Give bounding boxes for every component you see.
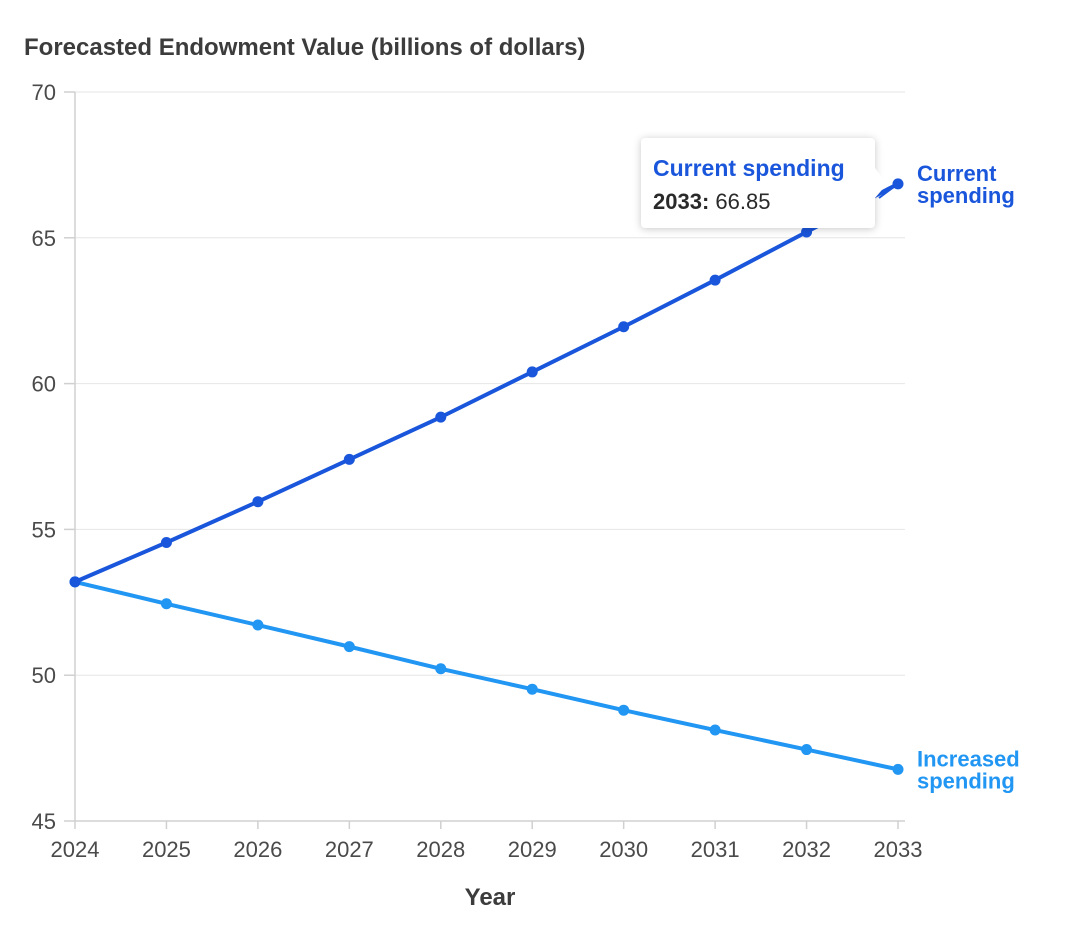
current-spending-point[interactable] <box>801 226 813 238</box>
y-tick-label: 55 <box>32 517 56 542</box>
increased-spending-point[interactable] <box>343 641 355 653</box>
y-tick-label: 50 <box>32 663 56 688</box>
current-spending-point[interactable] <box>435 411 447 423</box>
x-tick-label: 2033 <box>874 837 923 862</box>
tooltip-connector <box>878 183 899 199</box>
x-tick-label: 2025 <box>142 837 191 862</box>
current-spending-line <box>73 181 900 584</box>
current-spending-point[interactable] <box>709 274 721 286</box>
current-spending-point[interactable] <box>526 366 538 378</box>
increased-spending-point[interactable] <box>709 724 721 736</box>
current-spending-label: Current spending <box>917 161 1015 208</box>
current-spending-point[interactable] <box>69 576 81 588</box>
x-tick-label: 2027 <box>325 837 374 862</box>
x-tick-label: 2030 <box>599 837 648 862</box>
series-lines <box>69 178 904 775</box>
increased-spending-point[interactable] <box>160 598 172 610</box>
current-spending-point[interactable] <box>343 453 355 465</box>
x-tick-label: 2024 <box>51 837 100 862</box>
axes: 45 50 55 60 65 70 2024 2025 2026 2027 2028 2029 2030… <box>32 80 923 862</box>
series-end-labels: Current spending Increased spending <box>917 161 1020 794</box>
increased-spending-point[interactable] <box>801 744 813 756</box>
y-tick-label: 45 <box>32 809 56 834</box>
increased-spending-point[interactable] <box>252 619 264 631</box>
current-spending-point[interactable] <box>252 496 264 508</box>
increased-spending-point[interactable] <box>618 704 630 716</box>
increased-spending-label: Increased spending <box>917 746 1020 793</box>
x-tick-label: 2032 <box>782 837 831 862</box>
tooltip-series-name: Current spending <box>653 155 845 181</box>
increased-spending-point[interactable] <box>526 683 538 695</box>
y-tick-label: 70 <box>32 80 56 105</box>
tooltip: Current spending 2033: 66.85 <box>641 138 899 228</box>
x-axis-title: Year <box>465 884 516 911</box>
tooltip-value-row: 2033: 66.85 <box>653 189 770 214</box>
increased-spending-line <box>73 579 900 772</box>
x-tick-label: 2026 <box>233 837 282 862</box>
tooltip-pointer <box>875 168 887 198</box>
x-tick-label: 2028 <box>416 837 465 862</box>
y-tick-label: 60 <box>32 372 56 397</box>
current-spending-point[interactable] <box>618 321 630 333</box>
chart-title: Forecasted Endowment Value (billions of … <box>24 34 585 61</box>
tooltip-box <box>641 138 875 228</box>
current-spending-point[interactable] <box>160 537 172 549</box>
increased-spending-point[interactable] <box>892 763 904 775</box>
x-tick-label: 2029 <box>508 837 557 862</box>
x-tick-label: 2031 <box>691 837 740 862</box>
y-tick-label: 65 <box>32 226 56 251</box>
increased-spending-point[interactable] <box>435 663 447 675</box>
